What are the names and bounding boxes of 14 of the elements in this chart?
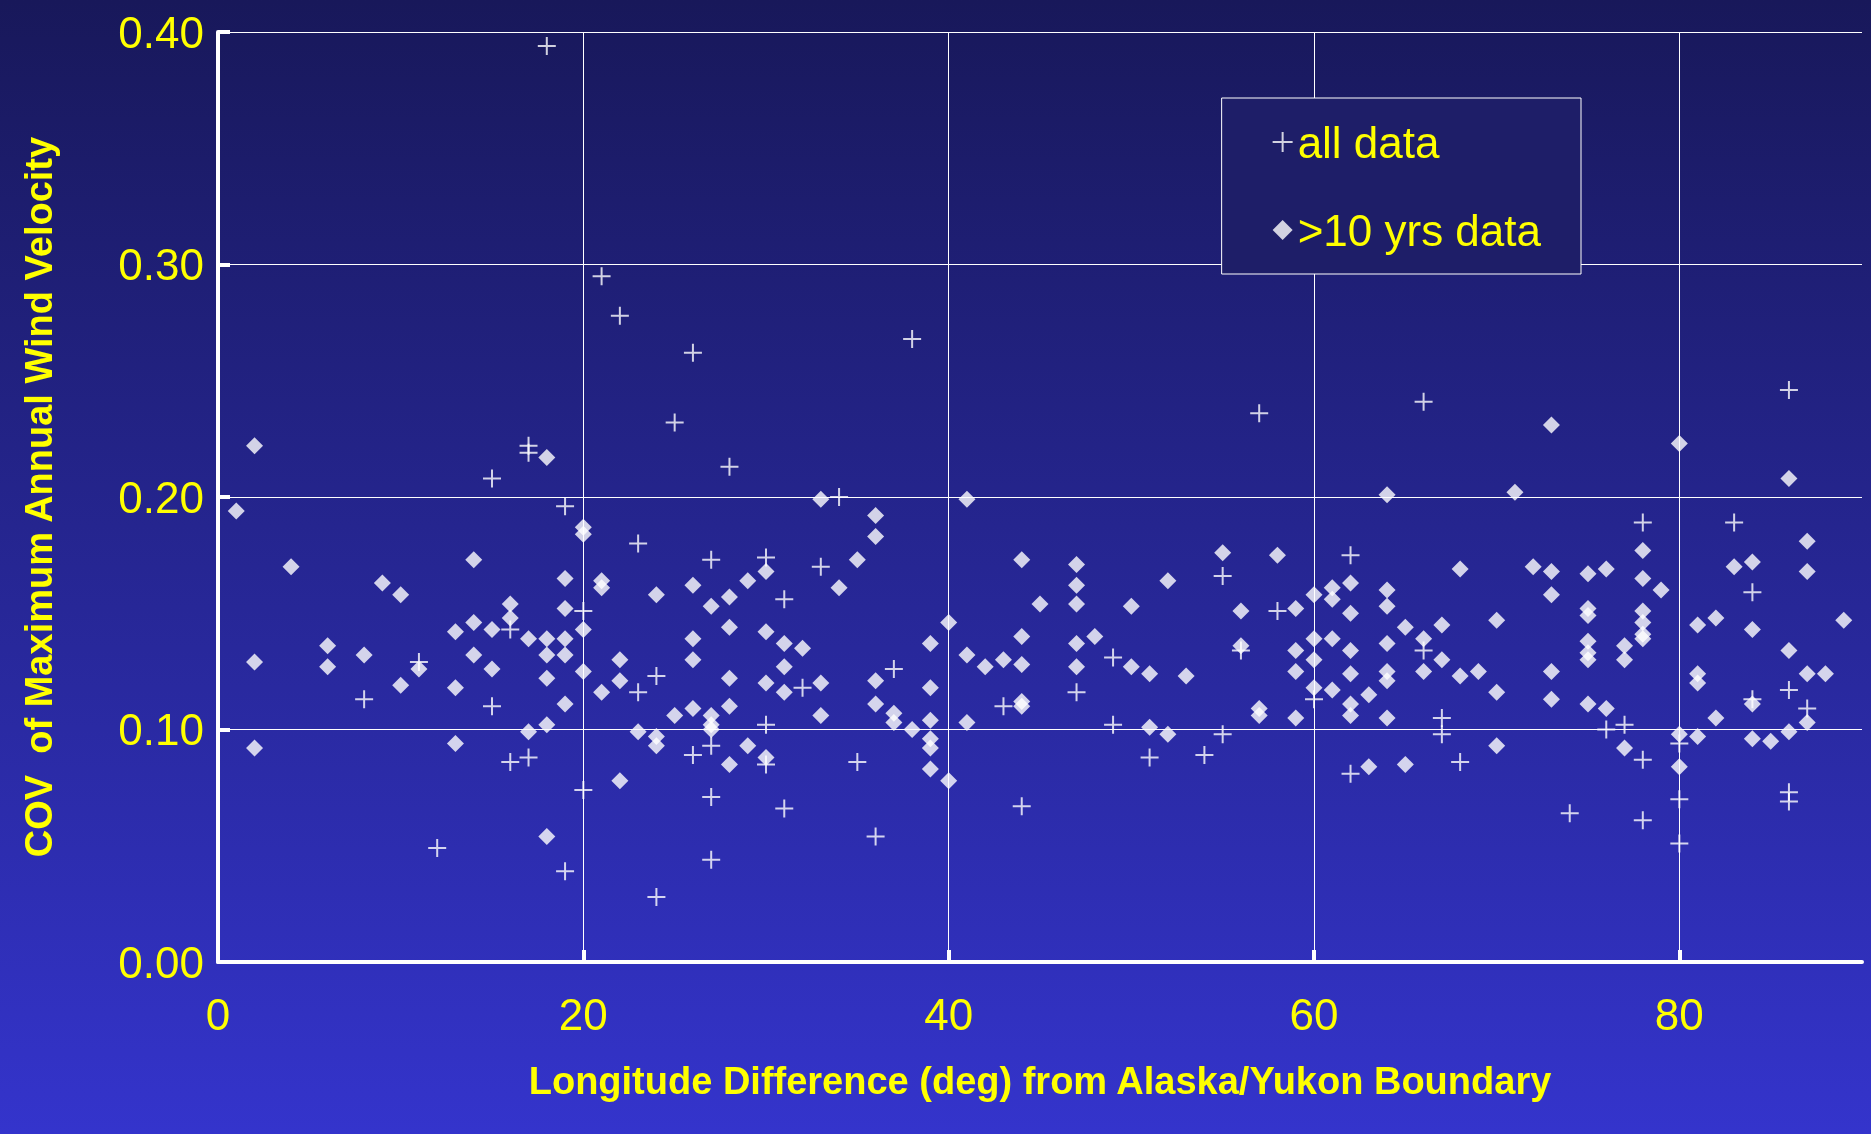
legend-label: all data	[1297, 117, 1441, 167]
y-axis-title: COV of Maximum Annual Wind Velocity	[18, 136, 60, 858]
y-tick-label: 0.20	[118, 472, 204, 522]
x-tick-label: 40	[924, 989, 974, 1039]
y-tick-label: 0.00	[118, 937, 204, 987]
x-tick-label: 20	[558, 989, 608, 1039]
y-tick-label: 0.10	[118, 705, 204, 754]
x-tick-label: 0	[205, 989, 231, 1039]
y-tick-label: 0.30	[118, 240, 204, 289]
x-tick-label: 60	[1289, 989, 1339, 1039]
y-tick-label: 0.40	[118, 7, 204, 57]
x-tick-label: 80	[1654, 989, 1704, 1039]
x-axis-title: Longitude Difference (deg) from Alaska/Yukon Boundary	[528, 1060, 1552, 1102]
legend-label: >10 yrs data	[1297, 205, 1542, 255]
